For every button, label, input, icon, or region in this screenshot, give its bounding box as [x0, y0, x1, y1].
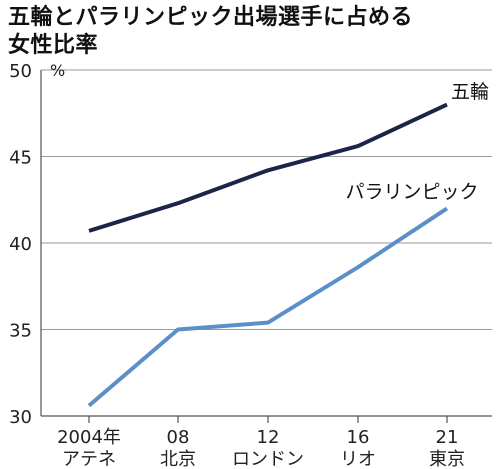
x-tick-label-0: 2004年: [57, 427, 121, 448]
chart-title-line-2: 女性比率: [8, 33, 99, 58]
x-tick-sublabel-1: 北京: [160, 449, 196, 469]
x-tick-label-2: 12: [257, 427, 280, 448]
series-line-0: [88, 102, 448, 233]
y-tick-label-40: 40: [9, 234, 32, 255]
y-tick-label-35: 35: [9, 321, 32, 342]
y-unit-label: %: [50, 61, 65, 80]
chart-title: 五輪とパラリンピック出場選手に占める 女性比率: [8, 4, 413, 60]
x-tick-sublabel-3: リオ: [340, 449, 376, 469]
y-tick-label-45: 45: [9, 148, 32, 169]
x-tick-label-3: 16: [347, 427, 370, 448]
x-tick-sublabel-2: ロンドン: [232, 449, 304, 469]
chart-title-line-1: 五輪とパラリンピック出場選手に占める: [8, 5, 414, 30]
y-tick-label-30: 30: [9, 407, 32, 428]
x-tick-label-4: 21: [436, 427, 459, 448]
series-label-1: パラリンピック: [345, 181, 478, 203]
x-tick-sublabel-0: アテネ: [62, 449, 116, 469]
y-tick-label-50: 50: [9, 61, 32, 82]
x-tick-label-1: 08: [167, 427, 190, 448]
x-tick-sublabel-4: 東京: [429, 449, 465, 469]
series-line-1: [87, 206, 449, 408]
series-label-0: 五輪: [451, 81, 489, 103]
